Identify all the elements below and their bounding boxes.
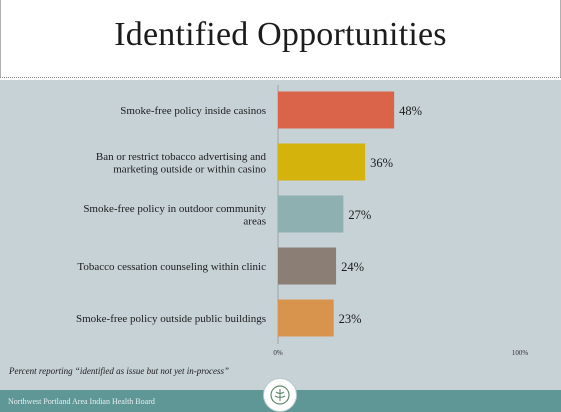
chart-panel: Smoke-free policy inside casinos 48% Ban o… bbox=[0, 80, 561, 390]
bar-2 bbox=[278, 143, 366, 181]
bar-1 bbox=[278, 91, 395, 129]
category-label-2: Ban or restrict tobacco advertising and m… bbox=[96, 151, 267, 176]
category-label-5: Smoke-free policy outside public buildin… bbox=[76, 313, 266, 325]
category-label-3: Smoke-free policy in outdoor community ar… bbox=[83, 203, 266, 228]
bar-3 bbox=[278, 195, 344, 233]
left-frame-line bbox=[0, 0, 1, 77]
category-label-4: Tobacco cessation counseling within clin… bbox=[77, 261, 266, 273]
slide-title: Identified Opportunities bbox=[114, 16, 447, 53]
x-tick-label-2: 100% bbox=[512, 349, 529, 357]
value-label-1: 48% bbox=[399, 104, 422, 118]
bar-5 bbox=[278, 299, 334, 337]
logo bbox=[263, 378, 297, 412]
value-label-5: 23% bbox=[339, 312, 362, 326]
value-label-4: 24% bbox=[341, 260, 364, 274]
title-divider bbox=[0, 77, 561, 78]
bar-chart: Smoke-free policy inside casinos 48% Ban o… bbox=[76, 85, 529, 357]
chart-footnote: Percent reporting “identified as issue b… bbox=[9, 366, 229, 376]
category-label-1: Smoke-free policy inside casinos bbox=[120, 105, 266, 117]
bar-4 bbox=[278, 247, 337, 285]
title-area: Identified Opportunities bbox=[0, 0, 561, 76]
x-tick-label-1: 0% bbox=[273, 349, 283, 357]
value-label-3: 27% bbox=[348, 208, 371, 222]
footer-organization: Northwest Portland Area Indian Health Bo… bbox=[8, 397, 155, 406]
value-label-2: 36% bbox=[370, 156, 393, 170]
logo-emblem-icon bbox=[270, 385, 290, 405]
